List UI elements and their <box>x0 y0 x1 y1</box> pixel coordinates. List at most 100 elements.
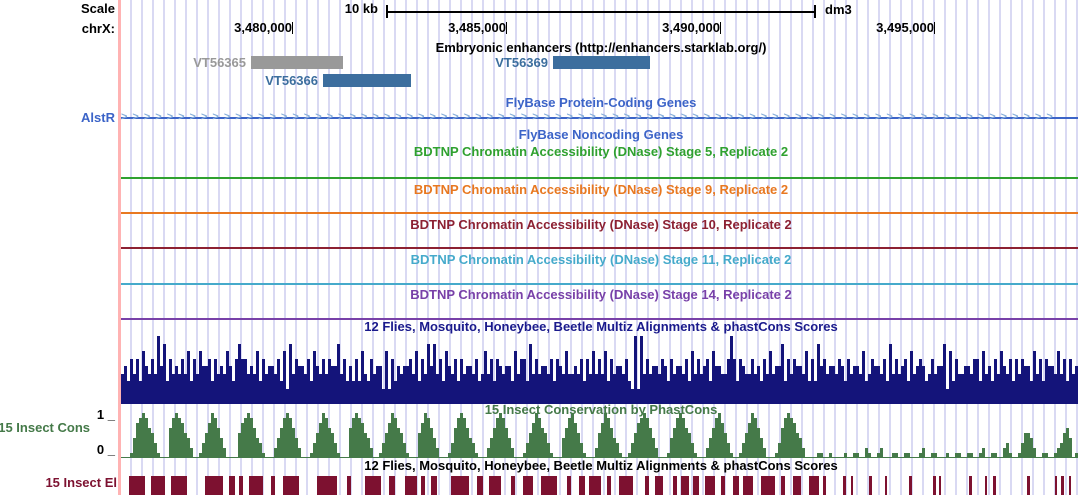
insect-el-block[interactable] <box>733 476 739 495</box>
insect-el-block[interactable] <box>705 476 715 495</box>
insect-el-block[interactable] <box>347 476 351 495</box>
insect-el-block[interactable] <box>619 476 633 495</box>
insect-el-block[interactable] <box>405 476 417 495</box>
enhancer-box-vt56365[interactable] <box>251 56 343 69</box>
coordinate-tick <box>292 22 293 34</box>
insect-el-block[interactable] <box>579 476 585 495</box>
track-title-dnase-stage10: BDTNP Chromatin Accessibility (DNase) St… <box>410 217 792 232</box>
enhancer-label-vt56369: VT56369 <box>495 55 548 70</box>
axis-max-label: 1 _ <box>96 407 115 422</box>
dnase-stage10-signal-line[interactable] <box>121 247 1078 249</box>
insect-el-block[interactable] <box>589 476 601 495</box>
dnase-stage14-signal-line[interactable] <box>121 318 1078 320</box>
scale-bar-label: 10 kb <box>344 1 378 16</box>
track-title-dnase-stage5: BDTNP Chromatin Accessibility (DNase) St… <box>413 144 789 159</box>
track-title-dnase-stage14: BDTNP Chromatin Accessibility (DNase) St… <box>410 287 792 302</box>
insect-el-block[interactable] <box>523 476 533 495</box>
track-title-dnase-stage9: BDTNP Chromatin Accessibility (DNase) St… <box>413 182 789 197</box>
insect-el-block[interactable] <box>993 476 996 495</box>
insect-el-block[interactable] <box>743 476 753 495</box>
track-title-dnase-stage11: BDTNP Chromatin Accessibility (DNase) St… <box>410 252 792 267</box>
insect-el-block[interactable] <box>885 476 887 495</box>
gene-model-line[interactable] <box>121 117 1078 119</box>
coordinate-label: 3,495,000 <box>876 20 934 35</box>
insect-el-block[interactable] <box>761 476 775 495</box>
scale-label: Scale <box>81 1 115 16</box>
coordinate-tick <box>720 22 721 34</box>
insect-el-block[interactable] <box>511 476 515 495</box>
insect-el-block[interactable] <box>1055 476 1057 495</box>
insect-el-block[interactable] <box>655 476 663 495</box>
insect-el-block[interactable] <box>451 476 469 495</box>
enhancer-label-vt56366: VT56366 <box>265 73 318 88</box>
track-title-multiz: 12 Flies, Mosquito, Honeybee, Beetle Mul… <box>364 319 838 334</box>
insect-el-block[interactable] <box>489 476 501 495</box>
dnase-stage9-signal-line[interactable] <box>121 212 1078 214</box>
insect-el-block[interactable] <box>673 476 677 495</box>
insect-el-block[interactable] <box>781 476 785 495</box>
insect-el-block[interactable] <box>985 476 987 495</box>
insect-el-block[interactable] <box>1061 476 1064 495</box>
coordinate-tick <box>506 22 507 34</box>
insect-el-block[interactable] <box>567 476 571 495</box>
track-title-enhancers: Embryonic enhancers (http://enhancers.st… <box>435 40 767 55</box>
insect-el-block[interactable] <box>809 476 819 495</box>
insect-el-block[interactable] <box>129 476 145 495</box>
gene-name-label[interactable]: AlstR <box>81 110 115 125</box>
insect-el-block[interactable] <box>843 476 846 495</box>
scale-bar <box>386 11 816 13</box>
phastcons-left-label[interactable]: 15 Insect Cons <box>0 420 90 435</box>
insect-el-block[interactable] <box>933 476 936 495</box>
insect-el-block[interactable] <box>271 476 275 495</box>
insect-el-blocks-chart[interactable] <box>121 476 1078 495</box>
insect-el-block[interactable] <box>541 476 557 495</box>
insect-el-block[interactable] <box>389 476 395 495</box>
axis-min-label: 0 _ <box>96 442 115 457</box>
multiz-density-chart[interactable] <box>121 336 1078 404</box>
insect-el-block[interactable] <box>607 476 611 495</box>
track-plot-area[interactable]: 10 kb dm3 3,480,000 3,485,000 3,490,000 3,4… <box>118 0 1078 495</box>
coordinate-tick <box>934 22 935 34</box>
coordinate-label: 3,490,000 <box>662 20 720 35</box>
insect-el-block[interactable] <box>969 476 972 495</box>
insect-el-block[interactable] <box>477 476 483 495</box>
insect-el-block[interactable] <box>171 476 187 495</box>
insect-el-block[interactable] <box>283 476 299 495</box>
insect-el-block[interactable] <box>205 476 223 495</box>
insect-el-block[interactable] <box>681 476 689 495</box>
chrom-label: chrX: <box>81 21 115 36</box>
insect-el-block[interactable] <box>431 476 437 495</box>
insect-el-block[interactable] <box>851 476 853 495</box>
gene-strand-arrows: >>>>>>>>>>>>>>>>>>>>>>>>>>>>>>>>>>>>>>>>… <box>121 111 1058 123</box>
enhancer-box-vt56366[interactable] <box>323 74 411 87</box>
insect-el-block[interactable] <box>1027 476 1030 495</box>
track-title-flybase-pc: FlyBase Protein-Coding Genes <box>505 95 697 110</box>
coordinate-label: 3,485,000 <box>448 20 506 35</box>
insect-el-block[interactable] <box>421 476 425 495</box>
dnase-stage5-signal-line[interactable] <box>121 177 1078 179</box>
insect-el-block[interactable] <box>239 476 243 495</box>
insect-el-block[interactable] <box>793 476 801 495</box>
scale-bar-right-tick <box>814 5 816 18</box>
insect-el-block[interactable] <box>909 476 912 495</box>
insect-el-block[interactable] <box>645 476 649 495</box>
insect-el-block[interactable] <box>721 476 725 495</box>
insect-el-block[interactable] <box>249 476 263 495</box>
insect-el-block[interactable] <box>869 476 872 495</box>
insect-el-block[interactable] <box>939 476 941 495</box>
insect-el-block[interactable] <box>151 476 165 495</box>
insect-el-left-label[interactable]: 15 Insect El <box>45 475 117 490</box>
insect-el-block[interactable] <box>317 476 337 495</box>
insect-el-block[interactable] <box>823 476 826 495</box>
track-title-phastcons: 15 Insect Conservation by PhastCons <box>484 402 718 417</box>
enhancer-box-vt56369[interactable] <box>553 56 650 69</box>
scale-bar-left-tick <box>386 5 388 18</box>
coordinate-label: 3,480,000 <box>234 20 292 35</box>
insect-el-block[interactable] <box>693 476 699 495</box>
insect-el-block[interactable] <box>1069 476 1071 495</box>
dnase-stage11-signal-line[interactable] <box>121 283 1078 285</box>
insect-el-block[interactable] <box>229 476 235 495</box>
phastcons-histogram-chart[interactable] <box>121 413 1078 458</box>
insect-el-block[interactable] <box>365 476 381 495</box>
